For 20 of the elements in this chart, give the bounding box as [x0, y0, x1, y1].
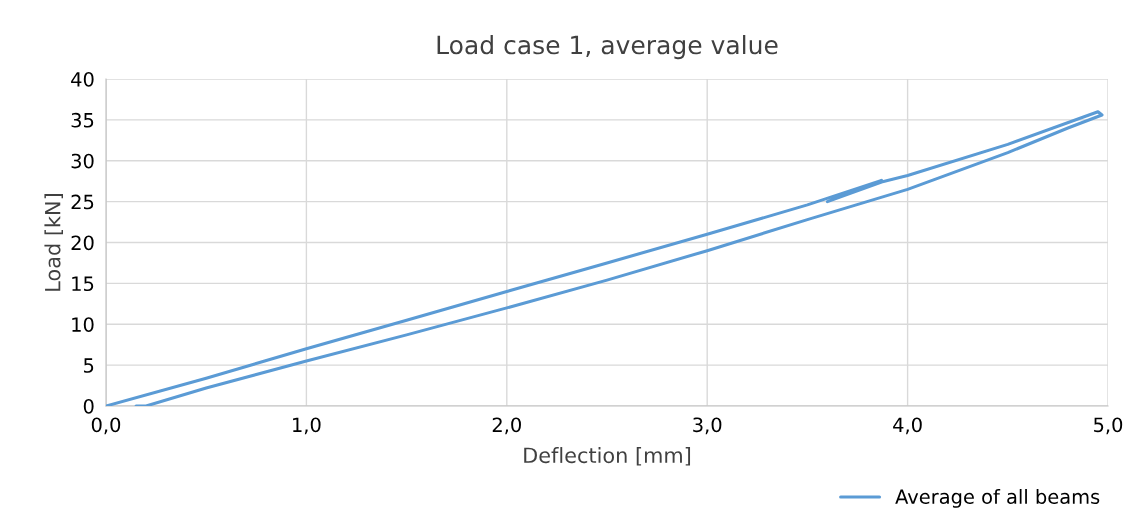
- y-tick-label: 5: [84, 358, 94, 373]
- x-tick-label: 2,0: [492, 417, 521, 435]
- x-tick-label: 3,0: [693, 417, 722, 435]
- chart-title: Load case 1, average value: [437, 35, 778, 60]
- y-tick-label: 10: [72, 317, 94, 332]
- line-series: [106, 110, 1104, 406]
- x-axis-title: Deflection [mm]: [524, 447, 691, 466]
- y-tick-label: 25: [71, 194, 94, 210]
- y-tick-label: 30: [71, 153, 94, 169]
- x-tick-label: 5,0: [1094, 417, 1123, 435]
- legend-label: Average of all beams: [895, 488, 1100, 508]
- y-tick-label: 0: [83, 398, 94, 414]
- y-tick-label: 20: [71, 235, 94, 251]
- y-tick-label: 15: [72, 276, 94, 292]
- x-tick-label: 1,0: [293, 417, 321, 435]
- y-tick-label: 40: [71, 71, 94, 87]
- y-tick-label: 35: [71, 112, 94, 128]
- x-tick-label: 4,0: [893, 417, 922, 435]
- x-tick-label: 0,0: [91, 417, 121, 435]
- y-axis-title: Load [kN]: [44, 194, 63, 291]
